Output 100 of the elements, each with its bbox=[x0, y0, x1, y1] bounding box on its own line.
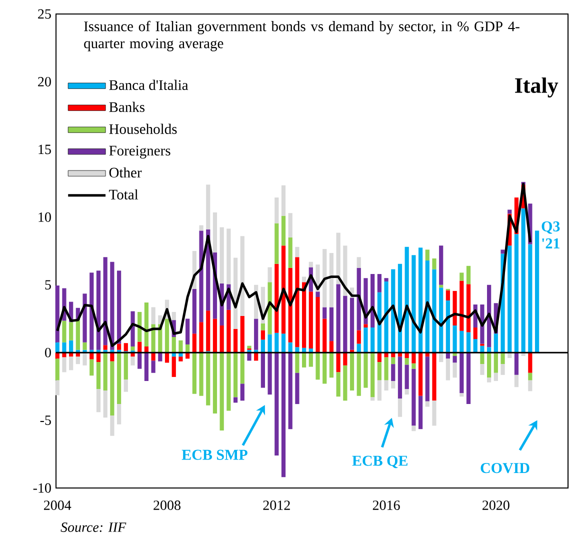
bar bbox=[110, 262, 114, 350]
bar bbox=[260, 323, 265, 330]
x-tick-label: 2008 bbox=[154, 500, 180, 510]
text: Italy bbox=[515, 77, 558, 98]
bar bbox=[460, 280, 464, 331]
bar bbox=[260, 330, 265, 340]
bar bbox=[500, 364, 505, 375]
bar bbox=[432, 352, 436, 401]
bar bbox=[480, 346, 484, 353]
bar bbox=[412, 255, 416, 353]
bar bbox=[151, 352, 156, 361]
bar bbox=[343, 296, 348, 353]
bar bbox=[466, 352, 471, 404]
y-tick-label: 15 bbox=[38, 144, 51, 154]
bar bbox=[240, 352, 244, 384]
bar bbox=[116, 352, 122, 404]
bar bbox=[192, 352, 196, 394]
legend-label: Foreigners bbox=[109, 146, 170, 159]
bar bbox=[446, 358, 450, 380]
bar bbox=[151, 307, 156, 324]
bar bbox=[446, 290, 450, 300]
bar bbox=[432, 258, 436, 270]
bar bbox=[281, 334, 286, 353]
bar bbox=[377, 362, 382, 380]
annotation: COVID bbox=[480, 463, 530, 474]
bar bbox=[350, 352, 354, 390]
bar bbox=[199, 352, 204, 396]
bar bbox=[172, 312, 176, 320]
x-tick-label: 2016 bbox=[372, 500, 400, 510]
bar bbox=[96, 362, 101, 390]
bar bbox=[528, 380, 532, 392]
bar bbox=[247, 346, 252, 349]
bar bbox=[336, 352, 340, 372]
bar bbox=[432, 400, 436, 426]
bar bbox=[96, 389, 101, 412]
bar bbox=[425, 250, 430, 260]
bar bbox=[138, 352, 142, 369]
bar bbox=[336, 372, 340, 397]
bar bbox=[233, 397, 238, 403]
bar bbox=[178, 356, 183, 362]
bar bbox=[452, 356, 457, 363]
y-tick-label: 20 bbox=[38, 76, 51, 86]
bar bbox=[69, 340, 74, 353]
bar bbox=[55, 286, 60, 342]
bar bbox=[268, 334, 272, 353]
bar bbox=[398, 356, 402, 399]
bar bbox=[130, 356, 135, 366]
bar bbox=[76, 320, 80, 350]
line-series bbox=[56, 182, 532, 348]
bar bbox=[178, 340, 183, 353]
bar bbox=[247, 352, 252, 361]
bar bbox=[62, 352, 66, 358]
bar bbox=[164, 318, 170, 353]
bar bbox=[295, 347, 300, 353]
bar bbox=[528, 372, 532, 380]
bar bbox=[55, 380, 60, 396]
bar bbox=[62, 342, 66, 353]
text: Issuance of Italian government bonds vs demand by sector, in % GDP 4-quarter moving average bbox=[84, 20, 520, 52]
bar bbox=[295, 352, 300, 373]
bar bbox=[466, 284, 471, 332]
bar bbox=[130, 346, 135, 351]
bar bbox=[460, 393, 464, 397]
bar bbox=[391, 357, 396, 364]
bar bbox=[240, 316, 244, 353]
bar bbox=[62, 357, 66, 372]
y-tick-label: 0 bbox=[45, 348, 51, 358]
bar bbox=[466, 266, 471, 284]
bar bbox=[226, 228, 231, 284]
bar bbox=[432, 269, 436, 353]
bar bbox=[377, 380, 382, 401]
bar bbox=[398, 398, 402, 417]
bar bbox=[212, 318, 218, 353]
bar bbox=[103, 345, 108, 350]
source-note: Source: IIF bbox=[60, 522, 126, 532]
bar bbox=[274, 332, 279, 353]
bar bbox=[514, 374, 519, 388]
bar bbox=[199, 225, 204, 231]
bar bbox=[494, 334, 498, 353]
bar bbox=[508, 210, 512, 214]
bar bbox=[226, 352, 231, 411]
bar bbox=[500, 250, 505, 254]
bar bbox=[521, 208, 526, 353]
bar bbox=[124, 352, 128, 380]
bar bbox=[404, 389, 409, 395]
bar bbox=[439, 246, 444, 285]
bar bbox=[487, 378, 492, 382]
bar bbox=[336, 284, 340, 353]
bar bbox=[480, 364, 484, 375]
bar bbox=[384, 278, 388, 282]
bar bbox=[364, 328, 368, 353]
bar bbox=[138, 342, 142, 353]
bar bbox=[412, 363, 416, 369]
bar bbox=[103, 352, 108, 390]
legend-label: Banks bbox=[109, 102, 145, 112]
bar bbox=[377, 274, 382, 292]
bar bbox=[534, 230, 540, 353]
bar bbox=[384, 352, 388, 358]
bar bbox=[110, 416, 114, 436]
bar bbox=[124, 380, 128, 392]
bar bbox=[412, 368, 416, 426]
